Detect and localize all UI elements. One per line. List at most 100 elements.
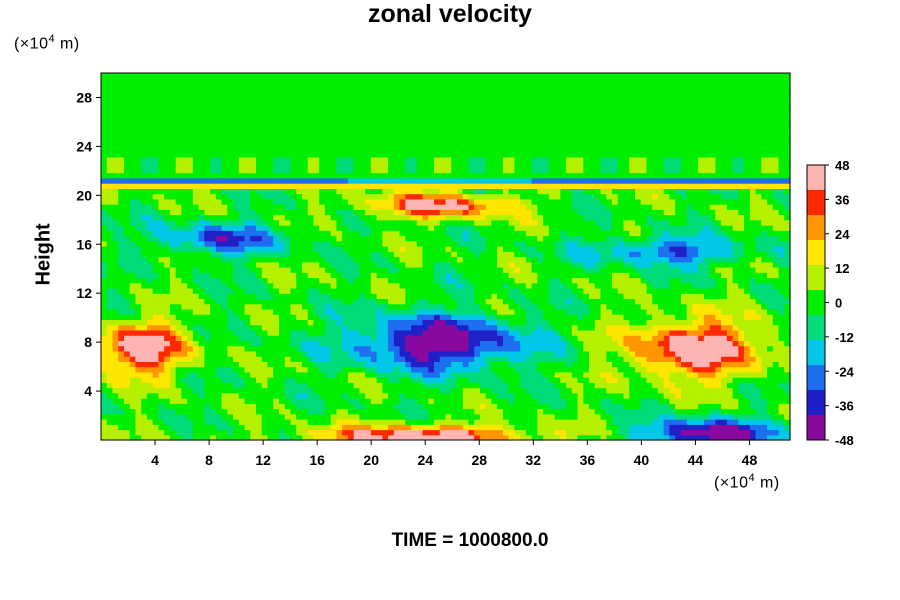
heatmap-cell bbox=[278, 434, 286, 441]
heatmap-cell bbox=[485, 382, 493, 389]
heatmap-cell bbox=[215, 424, 223, 431]
heatmap-cell bbox=[353, 240, 360, 247]
heatmap-cell bbox=[686, 403, 693, 410]
heatmap-cell bbox=[543, 314, 550, 321]
heatmap-cell bbox=[439, 408, 447, 415]
heatmap-cell bbox=[187, 298, 194, 305]
heatmap-cell bbox=[181, 361, 188, 368]
heatmap-cell bbox=[428, 382, 435, 389]
heatmap-cell bbox=[669, 429, 676, 436]
heatmap-cell bbox=[491, 319, 498, 326]
heatmap-cell bbox=[640, 387, 648, 394]
heatmap-cell bbox=[405, 256, 412, 263]
heatmap-cell bbox=[468, 324, 475, 331]
heatmap-cell bbox=[755, 377, 762, 383]
heatmap-cell bbox=[497, 287, 504, 294]
heatmap-cell bbox=[313, 356, 320, 362]
heatmap-cell bbox=[376, 429, 383, 436]
heatmap-cell bbox=[749, 272, 757, 279]
heatmap-cell bbox=[577, 345, 584, 352]
heatmap-cell bbox=[106, 246, 114, 252]
heatmap-cell bbox=[634, 230, 642, 237]
heatmap-cell bbox=[606, 392, 613, 399]
heatmap-cell bbox=[594, 387, 602, 394]
heatmap-cell bbox=[675, 303, 682, 310]
heatmap-cell bbox=[101, 282, 108, 289]
heatmap-cell bbox=[359, 319, 366, 326]
heatmap-cell bbox=[445, 282, 452, 289]
heatmap-cell bbox=[273, 246, 280, 252]
heatmap-cell bbox=[250, 413, 257, 420]
heatmap-cell bbox=[663, 424, 671, 431]
heatmap-cell bbox=[428, 282, 435, 289]
heatmap-cell bbox=[221, 387, 228, 394]
heatmap-cell bbox=[399, 256, 406, 263]
heatmap-cell bbox=[652, 429, 659, 436]
heatmap-cell bbox=[675, 429, 682, 436]
heatmap-cell bbox=[336, 303, 343, 310]
heatmap-cell bbox=[606, 235, 613, 242]
heatmap-cell bbox=[164, 382, 171, 389]
heatmap-cell bbox=[221, 371, 228, 378]
heatmap-cell bbox=[342, 382, 349, 389]
heatmap-cell bbox=[365, 329, 372, 336]
heatmap-cell bbox=[158, 219, 165, 226]
heatmap-cell bbox=[497, 293, 504, 300]
heatmap-cell bbox=[548, 277, 556, 284]
heatmap-cell bbox=[215, 361, 223, 368]
heatmap-cell bbox=[589, 356, 596, 362]
heatmap-cell bbox=[554, 424, 561, 431]
heatmap-cell bbox=[721, 429, 728, 436]
heatmap-cell bbox=[169, 340, 177, 347]
heatmap-cell bbox=[439, 246, 447, 252]
heatmap-cell bbox=[370, 235, 378, 242]
heatmap-cell bbox=[479, 335, 487, 341]
heatmap-cell bbox=[187, 371, 194, 378]
heatmap-cell bbox=[692, 387, 699, 394]
heatmap-cell bbox=[336, 314, 343, 321]
heatmap-cell bbox=[439, 282, 447, 289]
heatmap-cell bbox=[238, 403, 246, 410]
heatmap-cell bbox=[640, 235, 648, 242]
heatmap-cell bbox=[267, 429, 274, 436]
heatmap-cell bbox=[755, 356, 762, 362]
heatmap-cell bbox=[342, 266, 349, 273]
heatmap-cell bbox=[158, 246, 165, 252]
heatmap-cell bbox=[617, 366, 625, 373]
heatmap-cell bbox=[393, 377, 401, 383]
heatmap-cell bbox=[129, 308, 137, 315]
heatmap-cell bbox=[456, 298, 464, 305]
heatmap-cell bbox=[330, 235, 338, 242]
heatmap-cell bbox=[221, 272, 228, 279]
heatmap-cell bbox=[491, 266, 498, 273]
heatmap-cell bbox=[663, 298, 671, 305]
heatmap-cell bbox=[434, 319, 441, 326]
heatmap-cell bbox=[600, 345, 607, 352]
heatmap-cell bbox=[680, 266, 688, 273]
heatmap-cell bbox=[744, 293, 751, 300]
heatmap-cell bbox=[347, 398, 355, 404]
heatmap-cell bbox=[646, 403, 653, 410]
heatmap-cell bbox=[439, 308, 447, 315]
heatmap-cell bbox=[772, 335, 780, 341]
heatmap-cell bbox=[152, 340, 160, 347]
heatmap-cell bbox=[554, 382, 561, 389]
heatmap-cell bbox=[370, 413, 378, 420]
heatmap-cell bbox=[158, 413, 165, 420]
heatmap-cell bbox=[158, 366, 165, 373]
heatmap-cell bbox=[749, 324, 757, 331]
heatmap-cell bbox=[261, 287, 269, 294]
heatmap-cell bbox=[548, 272, 556, 279]
heatmap-cell bbox=[135, 413, 142, 420]
heatmap-cell bbox=[273, 225, 280, 231]
heatmap-cell bbox=[158, 251, 165, 258]
heatmap-cell bbox=[732, 266, 739, 273]
heatmap-cell bbox=[468, 298, 475, 305]
heatmap-cell bbox=[267, 350, 274, 357]
heatmap-cell bbox=[261, 266, 269, 273]
heatmap-cell bbox=[250, 225, 257, 231]
heatmap-cell bbox=[583, 340, 590, 347]
heatmap-cell bbox=[169, 371, 177, 378]
heatmap-cell bbox=[370, 219, 378, 226]
heatmap-cell bbox=[554, 293, 561, 300]
